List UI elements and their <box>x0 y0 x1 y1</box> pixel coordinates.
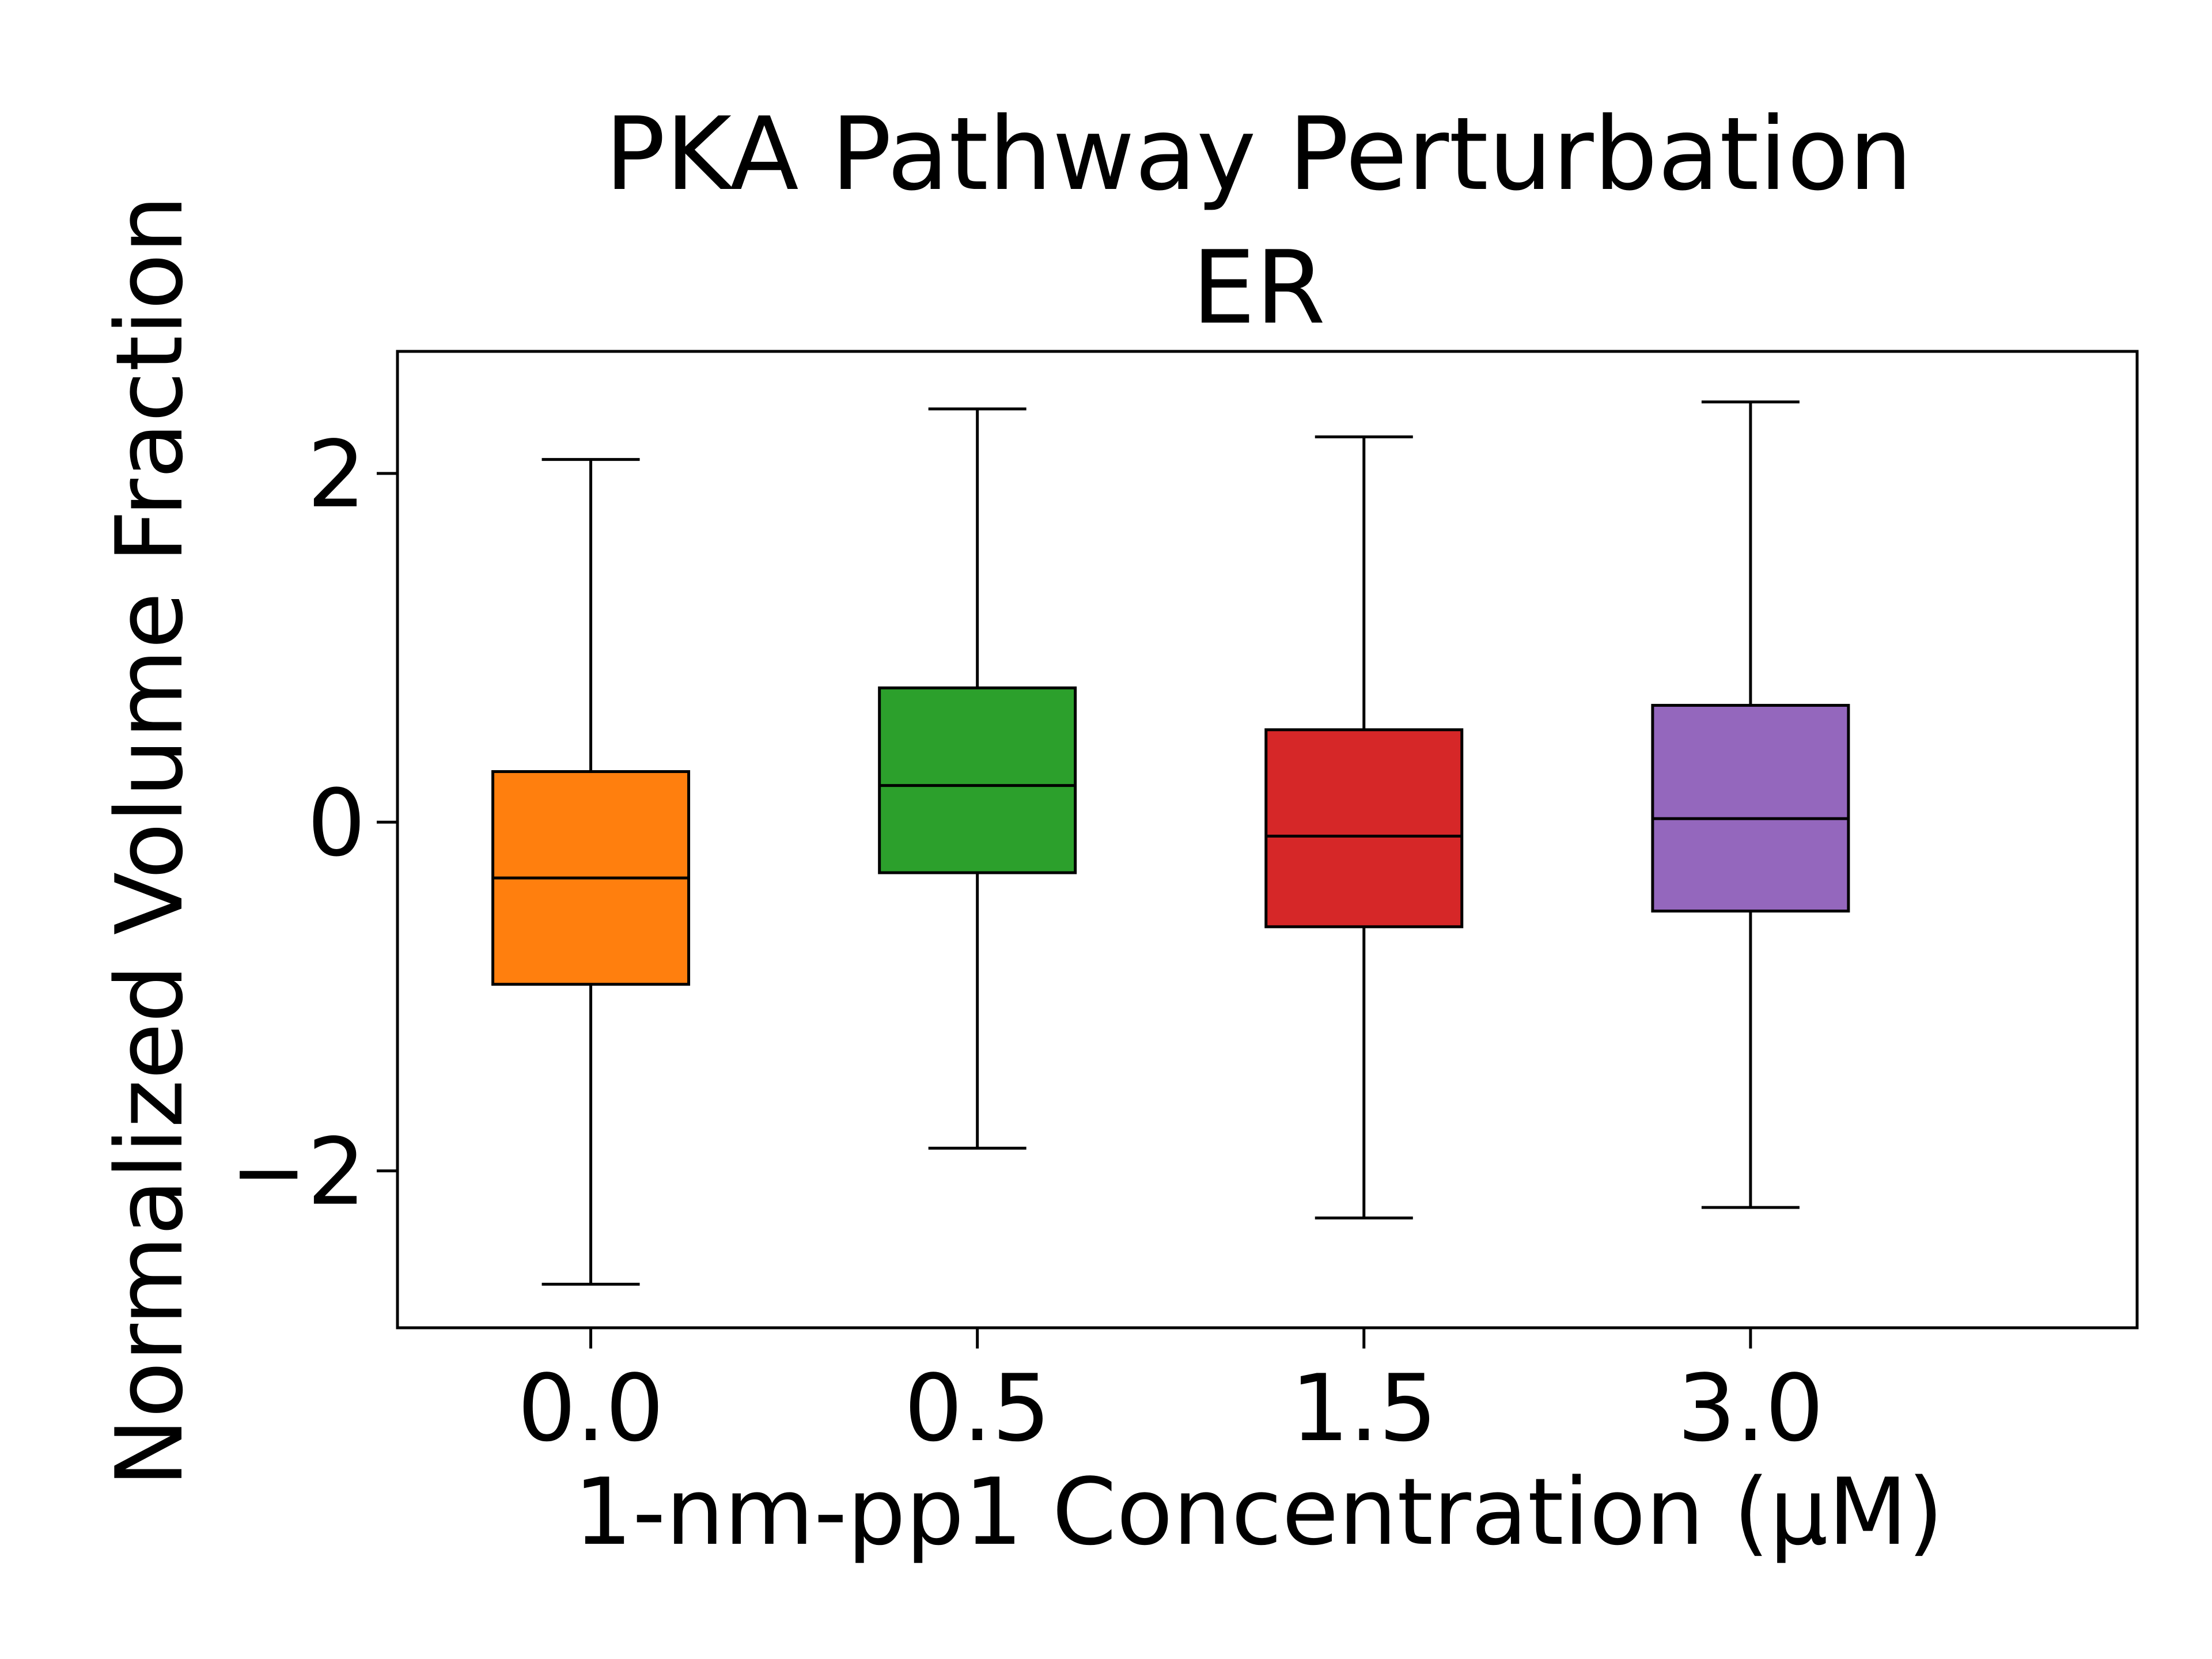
y-tick-label: 2 <box>307 421 366 528</box>
x-axis-label: 1-nm-pp1 Concentration (μM) <box>574 1458 1944 1566</box>
x-tick-label: 0.0 <box>517 1354 664 1462</box>
x-tick-label: 1.5 <box>1291 1354 1437 1462</box>
plot-area: −2 0 2 0.0 0.5 1.5 3.0 <box>230 350 2139 1462</box>
iqr-box <box>1651 703 1850 913</box>
box-1.5 <box>1264 435 1464 1219</box>
plot-frame <box>396 350 2139 1330</box>
box-0.0 <box>491 458 691 1286</box>
chart-subtitle: ER <box>1192 230 1325 347</box>
x-tick-label: 0.5 <box>904 1354 1050 1462</box>
chart-title: PKA Pathway Perturbation <box>605 96 1912 213</box>
y-tick-label: 0 <box>307 769 366 877</box>
y-tick-label: −2 <box>230 1118 366 1226</box>
x-tick-label: 3.0 <box>1677 1354 1824 1462</box>
y-axis-label: Normalized Volume Fraction <box>96 195 203 1487</box>
box-3.0 <box>1651 400 1850 1209</box>
iqr-box <box>878 686 1077 874</box>
box-0.5 <box>878 407 1077 1150</box>
iqr-box <box>1264 728 1464 929</box>
